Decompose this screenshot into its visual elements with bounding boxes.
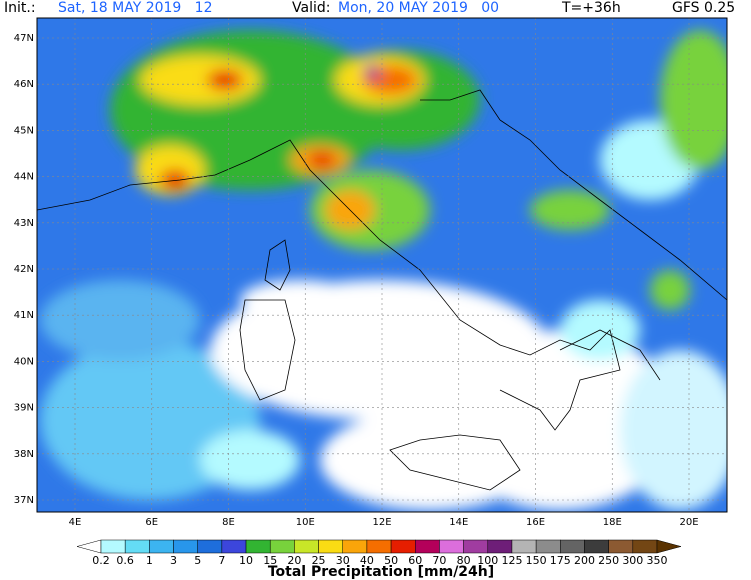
lat-label: 38N: [14, 449, 34, 460]
precip-field: [37, 18, 727, 512]
lon-label: 16E: [526, 517, 545, 528]
lon-label: 6E: [145, 517, 158, 528]
colorbar-label: 100: [477, 554, 498, 567]
colorbar-label: 0.6: [116, 554, 134, 567]
colorbar-box: [632, 539, 658, 554]
colorbar-box: [269, 539, 295, 554]
colorbar-label: 70: [432, 554, 446, 567]
valid-value: Mon, 20 MAY 2019 00: [338, 0, 499, 16]
colorbar-box: [318, 539, 343, 554]
colorbar-box: [342, 539, 368, 554]
colorbar-label: 175: [550, 554, 571, 567]
legend-title: Total Precipitation [mm/24h]: [268, 564, 494, 580]
colorbar-label: 3: [170, 554, 177, 567]
colorbar-box: [390, 539, 416, 554]
colorbar-box: [511, 539, 537, 554]
lon-label: 14E: [449, 517, 468, 528]
lon-label: 8E: [222, 517, 235, 528]
colorbar-arrow: [76, 539, 102, 554]
colorbar-label: 20: [287, 554, 301, 567]
colorbar-arrow: [656, 539, 682, 554]
colorbar-box: [584, 539, 609, 554]
colorbar-label: 0.2: [92, 554, 110, 567]
lon-label: 4E: [69, 517, 82, 528]
colorbar-box: [415, 539, 440, 554]
colorbar-box: [197, 539, 223, 554]
lon-label: 12E: [372, 517, 391, 528]
colorbar-label: 7: [218, 554, 225, 567]
colorbar-box: [124, 539, 150, 554]
lat-label: 43N: [14, 218, 34, 229]
colorbar-box: [221, 539, 247, 554]
lat-label: 44N: [14, 172, 34, 183]
colorbar-label: 30: [336, 554, 350, 567]
colorbar-box: [439, 539, 464, 554]
colorbar: 0.2 0.6 1 3 5 7 10 15 20 25 30 40 50 60 70 80 100 125 150 1…: [76, 539, 682, 567]
colorbar-box: [173, 539, 198, 554]
lat-label: 37N: [14, 495, 34, 506]
init-label: Init.:: [4, 0, 36, 16]
lon-label: 10E: [296, 517, 315, 528]
lat-label: 40N: [14, 356, 34, 367]
model-name: GFS 0.25: [672, 0, 735, 16]
lat-label: 45N: [14, 125, 34, 136]
colorbar-box: [366, 539, 392, 554]
colorbar-box: [463, 539, 489, 554]
colorbar-label: 40: [360, 554, 374, 567]
colorbar-label: 25: [312, 554, 326, 567]
colorbar-label: 150: [526, 554, 547, 567]
lon-label: 20E: [679, 517, 698, 528]
colorbar-label: 125: [501, 554, 522, 567]
lon-label: 18E: [603, 517, 622, 528]
lat-label: 47N: [14, 33, 34, 44]
lat-label: 39N: [14, 403, 34, 414]
colorbar-box: [608, 539, 634, 554]
colorbar-label: 350: [647, 554, 668, 567]
colorbar-label: 300: [622, 554, 643, 567]
colorbar-label: 200: [574, 554, 595, 567]
lead-time: T=+36h: [561, 0, 621, 16]
graticule: [37, 18, 727, 512]
colorbar-label: 5: [194, 554, 201, 567]
colorbar-box: [487, 539, 513, 554]
colorbar-label: 10: [239, 554, 253, 567]
colorbar-label: 80: [457, 554, 471, 567]
colorbar-label: 1: [146, 554, 153, 567]
colorbar-box: [149, 539, 174, 554]
colorbar-label: 50: [384, 554, 398, 567]
colorbar-box: [294, 539, 319, 554]
colorbar-label: 60: [408, 554, 422, 567]
lat-label: 41N: [14, 310, 34, 321]
colorbar-box: [100, 539, 126, 554]
colorbar-box: [560, 539, 585, 554]
lat-label: 46N: [14, 79, 34, 90]
map-frame: [36, 17, 728, 513]
colorbar-box: [245, 539, 271, 554]
colorbar-box: [535, 539, 561, 554]
colorbar-label: 15: [263, 554, 277, 567]
lat-label: 42N: [14, 264, 34, 275]
colorbar-label: 250: [598, 554, 619, 567]
valid-label: Valid:: [292, 0, 330, 16]
init-value: Sat, 18 MAY 2019 12: [58, 0, 213, 16]
